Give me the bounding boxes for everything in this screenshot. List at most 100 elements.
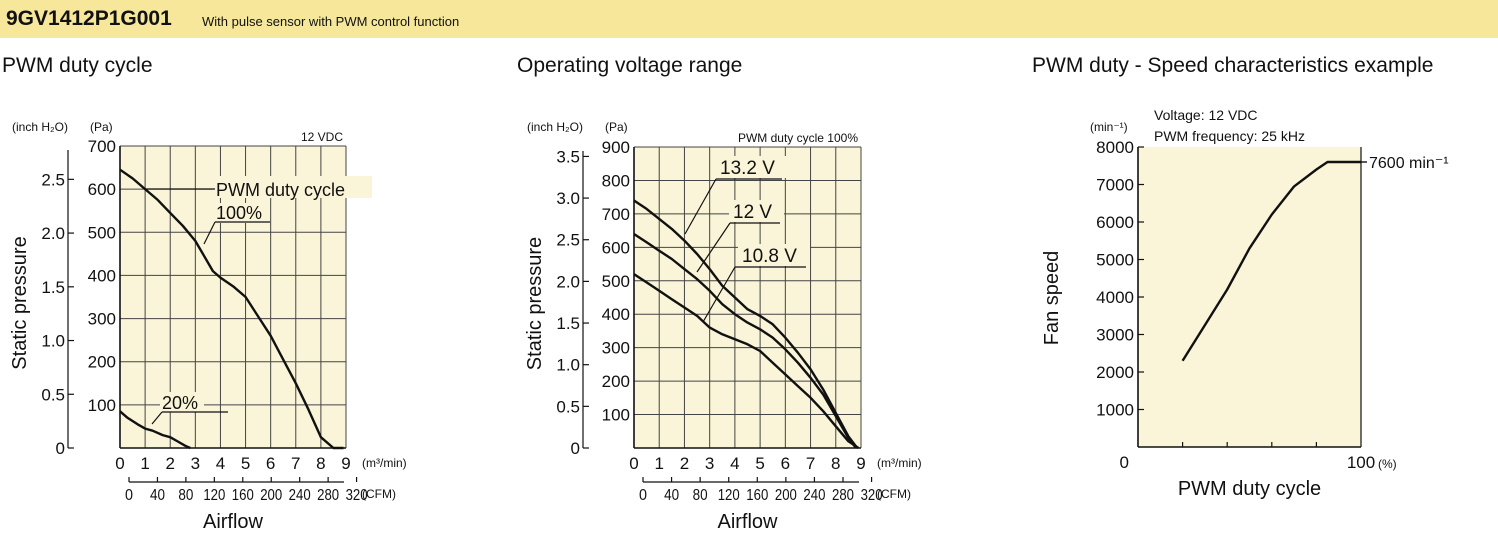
y-tick-label: 5000 (1096, 251, 1134, 270)
annotation-duty-cycle: PWM duty cycle (216, 180, 345, 200)
x-tick-label: 1 (654, 454, 663, 473)
x-unit-label: (%) (1378, 457, 1397, 471)
y-tick-label: 7000 (1096, 176, 1134, 195)
y-tick-label: 700 (602, 205, 630, 224)
series-label-leader (684, 178, 717, 235)
x-axis-title: Airflow (203, 511, 264, 533)
series-line-20 (119, 410, 191, 450)
x2-tick-label: 280 (832, 487, 854, 504)
y2-tick-label: 3.0 (556, 189, 580, 208)
voltage-note: 12 VDC (301, 130, 343, 144)
x-tick-label: 3 (705, 454, 714, 473)
x-tick-label: 7 (806, 454, 815, 473)
series-line-100 (119, 168, 344, 450)
x-tick-label: 0 (629, 454, 638, 473)
x2-tick-label: 40 (664, 487, 679, 504)
y2-tick-label: 1.5 (41, 278, 65, 297)
voltage-note: Voltage: 12 VDC (1154, 107, 1258, 123)
y-tick-label: 400 (602, 305, 630, 324)
y2-tick-label: 2.0 (556, 272, 580, 291)
plot-area (634, 147, 861, 448)
series-label-12V: 12 V (733, 202, 772, 223)
x2-tick-label: 200 (260, 487, 282, 504)
y2-tick-label: 0.5 (556, 397, 580, 416)
annotation-bg (213, 203, 269, 223)
x-tick-label: 1 (140, 454, 149, 473)
y2-tick-label: 1.0 (556, 356, 580, 375)
x2-tick-label: 160 (746, 487, 768, 504)
annotation-20: 20% (162, 393, 198, 413)
y-tick-label: 8000 (1096, 138, 1134, 157)
y2-tick-label: 0 (56, 439, 65, 458)
x-tick-label: 4 (730, 454, 739, 473)
x2-tick-label: 120 (203, 487, 225, 504)
annotation-100: 100% (216, 203, 262, 223)
annotation-leader (151, 411, 163, 425)
y-axis-title: Static pressure (524, 237, 546, 370)
x2-tick-label: 120 (718, 487, 740, 504)
annotation-max-speed: 7600 min⁻¹ (1369, 155, 1449, 172)
y-tick-label: 4000 (1096, 288, 1134, 307)
y-axis-title: Static pressure (9, 236, 31, 369)
series-label-bg (738, 244, 810, 266)
y-unit-label: (Pa) (605, 120, 628, 134)
y-tick-label: 400 (88, 266, 116, 285)
y2-tick-label: 2.0 (41, 224, 65, 243)
series-line-12V (633, 232, 857, 449)
y-tick-label: 100 (88, 396, 116, 415)
model-number: 9GV1412P1G001 (6, 7, 172, 30)
x2-tick-label: 200 (775, 487, 797, 504)
y-tick-label: 200 (88, 353, 116, 372)
y-axis-title: Fan speed (1041, 251, 1063, 346)
x2-tick-label: 320 (346, 487, 368, 504)
series-label-leader (696, 222, 731, 273)
y-tick-label: 2000 (1096, 363, 1134, 382)
x2-tick-label: 80 (178, 487, 193, 504)
x-tick-label: 8 (316, 454, 325, 473)
x-tick-label: 0 (115, 454, 124, 473)
annotation-bg (160, 392, 204, 412)
x-tick-label: 6 (266, 454, 275, 473)
x-tick-label: 100 (1347, 453, 1375, 472)
y-tick-label: 1000 (1096, 401, 1134, 420)
x2-tick-label: 240 (803, 487, 825, 504)
y2-tick-label: 1.5 (556, 314, 580, 333)
y-tick-label: 6000 (1096, 213, 1134, 232)
annotation-bg (212, 176, 372, 198)
y-tick-label: 700 (88, 137, 116, 156)
x-tick-label: 2 (165, 454, 174, 473)
x2-tick-label: 0 (125, 487, 133, 504)
x-tick-label: 9 (341, 454, 350, 473)
x2-tick-label: 40 (150, 487, 165, 504)
x-tick-label: 0 (1120, 453, 1129, 472)
x-tick-label: 3 (191, 454, 200, 473)
pwm-section-title: PWM duty cycle (2, 54, 153, 77)
x2-unit-label: (CFM) (362, 487, 396, 501)
y2-tick-label: 2.5 (41, 170, 65, 189)
y-unit-label: (min⁻¹) (1090, 120, 1128, 134)
y-tick-label: 600 (88, 180, 116, 199)
annotation-leader (203, 221, 216, 245)
series-line-108V (633, 273, 860, 449)
y2-unit-label: (inch H₂O) (12, 120, 68, 134)
y-tick-label: 300 (88, 310, 116, 329)
header-bar: 9GV1412P1G001 With pulse sensor with PWM… (0, 0, 1498, 38)
plot-area (1138, 147, 1361, 447)
y2-tick-label: 3.5 (556, 147, 580, 166)
x-tick-label: 5 (241, 454, 250, 473)
y2-unit-label: (inch H₂O) (527, 120, 583, 134)
x2-tick-label: 320 (861, 487, 883, 504)
x2-tick-label: 240 (289, 487, 311, 504)
x2-tick-label: 160 (232, 487, 254, 504)
series-line-speed (1181, 160, 1361, 362)
x-tick-label: 9 (856, 454, 865, 473)
y-tick-label: 200 (602, 372, 630, 391)
model-description: With pulse sensor with PWM control funct… (202, 14, 460, 29)
x2-tick-label: 80 (693, 487, 708, 504)
x-unit-label: (m³/min) (362, 456, 407, 470)
y-tick-label: 300 (602, 339, 630, 358)
y2-tick-label: 1.0 (41, 332, 65, 351)
y-unit-label: (Pa) (90, 120, 113, 134)
y-tick-label: 3000 (1096, 326, 1134, 345)
